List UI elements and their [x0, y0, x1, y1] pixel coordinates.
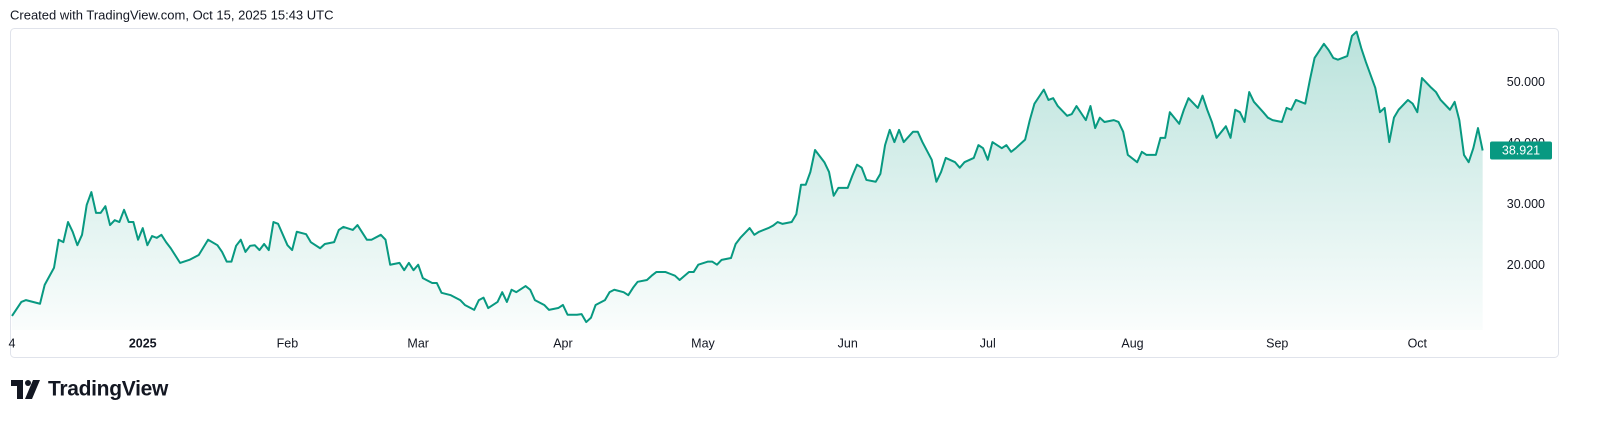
chart-frame: [10, 28, 1559, 358]
brand: TradingView: [48, 378, 169, 401]
x-tick-label: Aug: [1121, 336, 1143, 350]
logo-icon: [25, 380, 40, 399]
area-fill: [12, 31, 1483, 330]
x-tick-label: Jun: [838, 336, 858, 350]
axes: 20.00030.00040.00050.00042025FebMarAprMa…: [9, 75, 1546, 350]
price-tag-box: [1490, 141, 1552, 160]
y-tick-label: 20.000: [1507, 258, 1545, 272]
caption: Created with TradingView.com, Oct 15, 20…: [10, 7, 333, 22]
x-tick-label: 4: [9, 336, 16, 350]
x-tick-label: Sep: [1266, 336, 1288, 350]
x-tick-label: Apr: [553, 336, 572, 350]
price-tag: 38.921: [1490, 141, 1552, 160]
x-tick-label: Mar: [407, 336, 429, 350]
logo: TradingView: [11, 378, 169, 401]
x-tick-label: Jul: [980, 336, 996, 350]
x-tick-label: May: [691, 336, 715, 350]
x-tick-label: Feb: [277, 336, 299, 350]
logo-icon: [25, 380, 31, 386]
y-tick-label: 30.000: [1507, 197, 1545, 211]
price-line: [11, 30, 1484, 324]
x-tick-label: 2025: [129, 336, 157, 350]
y-tick-label: 50.000: [1507, 75, 1545, 89]
plot-area: [11, 30, 1484, 330]
price-tag-label: 38.921: [1502, 143, 1540, 157]
logo-icon: [11, 380, 23, 399]
x-tick-label: Oct: [1408, 336, 1428, 350]
